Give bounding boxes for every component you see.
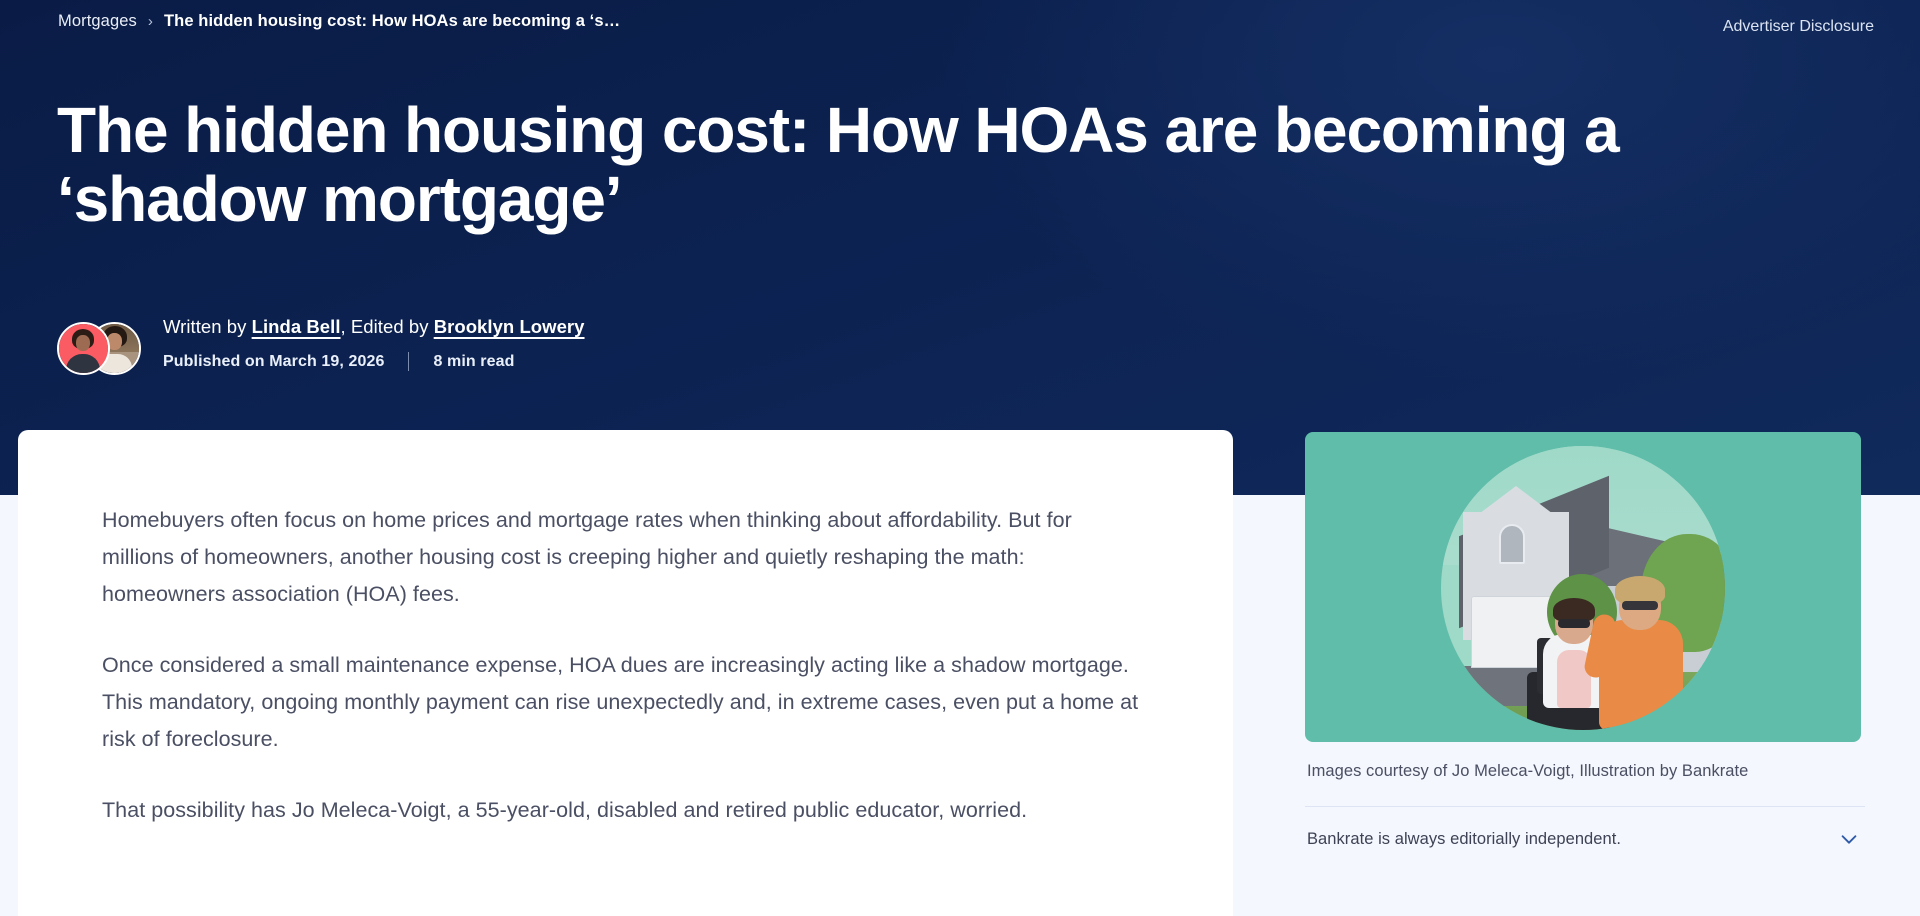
photo-person-seated [1527,598,1613,730]
chevron-down-icon[interactable] [1837,827,1861,851]
breadcrumb-parent-link[interactable]: Mortgages [58,12,137,30]
article-sidebar: Images courtesy of Jo Meleca-Voigt, Illu… [1305,432,1865,851]
written-by-label: Written by [163,316,252,337]
read-time: 8 min read [433,352,515,370]
avatar-author[interactable] [57,322,110,375]
article-body: Homebuyers often focus on home prices an… [18,430,1233,829]
editorial-independence-toggle[interactable]: Bankrate is always editorially independe… [1305,807,1865,851]
article-paragraph: That possibility has Jo Meleca-Voigt, a … [102,797,1028,822]
byline-meta: Published on March 19, 2026 8 min read [163,352,585,371]
meta-divider [408,352,410,371]
illustration-photo-circle [1441,446,1725,730]
author-avatars [57,322,141,375]
breadcrumb: Mortgages › The hidden housing cost: How… [58,12,620,31]
article-paragraph: Homebuyers often focus on home prices an… [102,508,1072,606]
article-paragraph: Once considered a small maintenance expe… [102,652,1139,751]
editor-link[interactable]: Brooklyn Lowery [433,316,585,337]
hero-banner [0,0,1920,495]
page-title: The hidden housing cost: How HOAs are be… [57,94,1620,236]
edited-by-label: , Edited by [340,316,434,337]
breadcrumb-separator-icon: › [147,13,153,30]
author-link[interactable]: Linda Bell [251,316,341,337]
editorial-independence-label: Bankrate is always editorially independe… [1307,829,1621,848]
published-date: Published on March 19, 2026 [163,352,385,370]
article-content-card: Homebuyers often focus on home prices an… [18,430,1233,916]
byline-credits: Written by Linda Bell, Edited by Brookly… [163,316,585,338]
hero-illustration [1305,432,1861,742]
sidebar-divider [1305,806,1865,807]
image-caption: Images courtesy of Jo Meleca-Voigt, Illu… [1307,762,1749,780]
advertiser-disclosure-link[interactable]: Advertiser Disclosure [1722,18,1874,35]
byline: Written by Linda Bell, Edited by Brookly… [57,312,585,375]
breadcrumb-current-page: The hidden housing cost: How HOAs are be… [163,12,621,30]
photo-person-standing [1582,560,1689,730]
